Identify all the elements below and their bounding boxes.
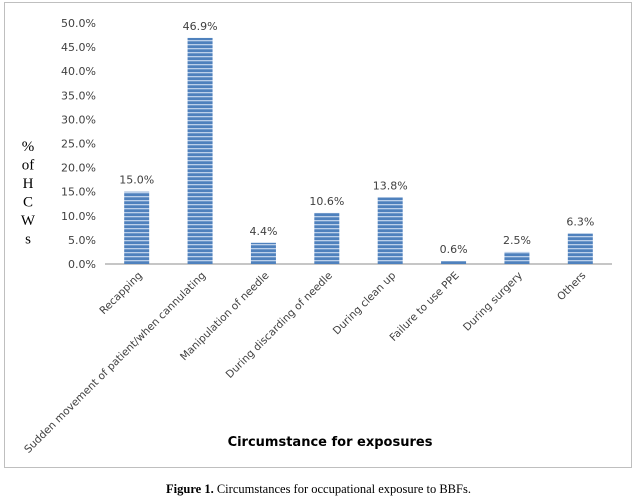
bar	[567, 233, 593, 264]
category-label: Failure to use PPE	[387, 270, 461, 344]
bars	[124, 37, 593, 264]
x-axis-title: Circumstance for exposures	[228, 435, 433, 450]
y-axis-label-char: H	[23, 176, 34, 192]
y-tick-label: 50.0%	[61, 17, 96, 30]
y-tick-label: 25.0%	[61, 138, 96, 151]
bar	[250, 242, 276, 264]
y-tick-label: 0.0%	[68, 258, 96, 271]
caption-text: Circumstances for occupational exposure …	[213, 482, 471, 496]
category-label: Recapping	[97, 270, 144, 317]
y-tick-label: 45.0%	[61, 41, 96, 54]
y-axis-label-char: W	[21, 213, 36, 229]
category-label: During clean up	[331, 269, 399, 337]
bar	[504, 251, 530, 264]
y-axis-label-char: C	[23, 195, 33, 211]
bar	[377, 197, 403, 264]
bar	[124, 191, 150, 264]
data-label: 6.3%	[566, 216, 594, 229]
y-axis-label-char: s	[25, 232, 31, 248]
caption-label: Figure 1.	[166, 482, 214, 496]
y-axis-label-char: %	[22, 139, 35, 155]
y-tick-label: 15.0%	[61, 186, 96, 199]
y-axis-label-char: of	[22, 158, 35, 174]
data-label: 15.0%	[119, 174, 154, 187]
y-axis-ticks: 0.0% 5.0% 10.0% 15.0% 20.0% 25.0% 30.0% 35.0% 40…	[61, 17, 96, 271]
data-label: 0.6%	[440, 243, 468, 256]
figure-caption: Figure 1. Circumstances for occupational…	[0, 482, 637, 497]
category-label: Others	[555, 270, 588, 303]
data-label: 13.8%	[373, 179, 408, 192]
data-labels: 15.0% 46.9% 4.4% 10.6% 13.8% 0.6% 2.5% 6.3%	[119, 20, 594, 256]
data-label: 2.5%	[503, 234, 531, 247]
bar	[441, 261, 467, 264]
y-tick-label: 35.0%	[61, 89, 96, 102]
y-tick-label: 10.0%	[61, 210, 96, 223]
category-label: During surgery	[461, 270, 525, 334]
bar	[314, 212, 340, 264]
y-tick-label: 30.0%	[61, 113, 96, 126]
data-label: 46.9%	[183, 20, 218, 33]
data-label: 10.6%	[309, 195, 344, 208]
y-tick-label: 20.0%	[61, 162, 96, 175]
y-tick-label: 5.0%	[68, 234, 96, 247]
category-label: During discarding of needle	[224, 270, 335, 381]
data-label: 4.4%	[249, 225, 277, 238]
y-tick-label: 40.0%	[61, 65, 96, 78]
bar	[187, 37, 213, 264]
